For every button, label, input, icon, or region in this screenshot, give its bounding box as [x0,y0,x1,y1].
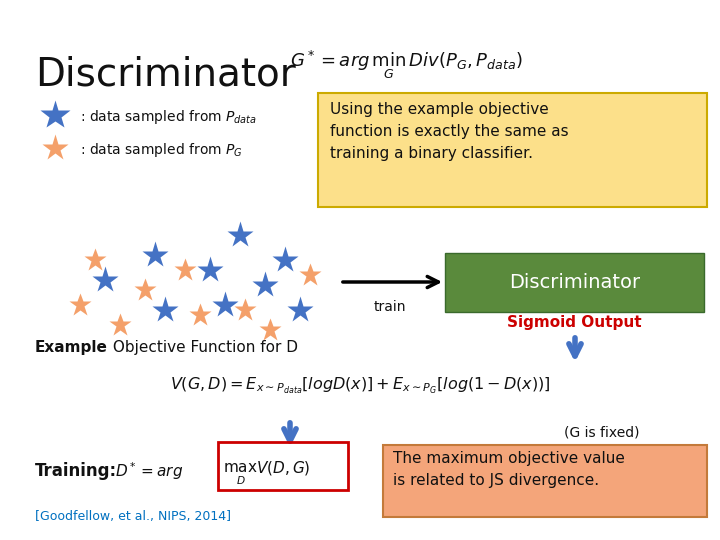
Text: Discriminator: Discriminator [35,55,296,93]
Text: Training:: Training: [35,462,117,480]
FancyBboxPatch shape [318,93,707,207]
Text: $D^* = arg$: $D^* = arg$ [115,460,184,482]
FancyBboxPatch shape [383,445,707,517]
Text: (G is fixed): (G is fixed) [564,425,640,439]
Text: Objective Function for D: Objective Function for D [108,340,298,355]
Text: The maximum objective value
is related to JS divergence.: The maximum objective value is related t… [393,451,625,488]
Text: $V(G,D) = E_{x\sim P_{data}}[logD(x)] + E_{x\sim P_G}[log(1-D(x))]$: $V(G,D) = E_{x\sim P_{data}}[logD(x)] + … [170,375,550,396]
Text: Example: Example [35,340,108,355]
Text: Using the example objective
function is exactly the same as
training a binary cl: Using the example objective function is … [330,102,569,161]
Text: [Goodfellow, et al., NIPS, 2014]: [Goodfellow, et al., NIPS, 2014] [35,510,231,523]
Text: : data sampled from $P_{data}$: : data sampled from $P_{data}$ [80,108,257,126]
Bar [218,442,348,490]
FancyBboxPatch shape [445,253,704,312]
Text: $G^* = arg\,\underset{G}{\min}\,Div(P_G, P_{data})$: $G^* = arg\,\underset{G}{\min}\,Div(P_G,… [290,48,523,80]
Text: train: train [374,300,406,314]
Text: Sigmoid Output: Sigmoid Output [507,315,642,330]
Text: $\underset{D}{\max}V(D,G)$: $\underset{D}{\max}V(D,G)$ [223,460,310,487]
Text: : data sampled from $P_G$: : data sampled from $P_G$ [80,141,243,159]
Text: Discriminator: Discriminator [509,273,640,292]
